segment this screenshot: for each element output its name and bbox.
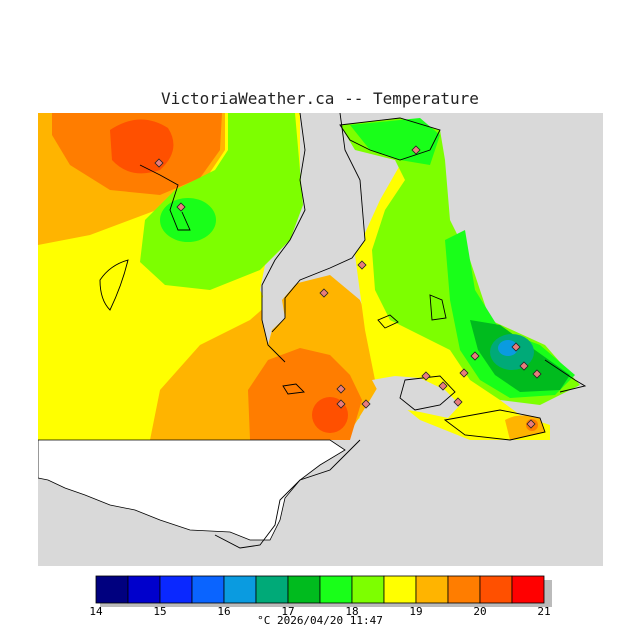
station-marker[interactable] — [453, 397, 463, 407]
legend-swatch — [223, 575, 257, 604]
strait-water — [262, 113, 365, 345]
legend-swatch — [479, 575, 513, 604]
legend-swatch — [255, 575, 289, 604]
legend-swatch — [351, 575, 385, 604]
map-title: VictoriaWeather.ca -- Temperature — [161, 89, 479, 108]
station-marker[interactable] — [532, 369, 542, 379]
legend-swatch — [191, 575, 225, 604]
legend-tick-label: 18 — [345, 605, 358, 618]
station-marker[interactable] — [336, 384, 346, 394]
legend-swatch — [511, 575, 545, 604]
legend-swatch — [415, 575, 449, 604]
field-lightgreen-west — [140, 113, 303, 290]
legend-swatch — [159, 575, 193, 604]
legend-swatch — [383, 575, 417, 604]
station-marker[interactable] — [154, 158, 164, 168]
legend-tick-label: 19 — [409, 605, 422, 618]
station-marker[interactable] — [176, 202, 186, 212]
legend-swatch — [127, 575, 161, 604]
temperature-field — [38, 113, 580, 541]
station-marker[interactable] — [357, 260, 367, 270]
legend-swatch — [447, 575, 481, 604]
legend-swatch — [95, 575, 129, 604]
station-marker[interactable] — [411, 145, 421, 155]
field-green-east-north — [350, 118, 440, 165]
field-blue-east — [498, 340, 518, 356]
field-green-west — [160, 198, 216, 242]
legend-swatch — [287, 575, 321, 604]
station-marker[interactable] — [438, 381, 448, 391]
legend-tick-label: 16 — [217, 605, 230, 618]
south-landmass — [38, 439, 346, 541]
legend-tick-label: 20 — [473, 605, 486, 618]
station-marker[interactable] — [526, 419, 536, 429]
legend-caption: °C 2026/04/20 11:47 — [257, 614, 383, 627]
legend-tick-label: 21 — [537, 605, 550, 618]
strait-water-2 — [372, 376, 460, 418]
station-marker[interactable] — [361, 399, 371, 409]
station-marker[interactable] — [421, 371, 431, 381]
station-marker[interactable] — [336, 399, 346, 409]
station-marker[interactable] — [319, 288, 329, 298]
station-marker[interactable] — [511, 342, 521, 352]
station-markers — [154, 145, 542, 429]
legend-swatch — [319, 575, 353, 604]
station-marker[interactable] — [459, 368, 469, 378]
station-marker[interactable] — [519, 361, 529, 371]
field-red-nw — [110, 119, 174, 174]
coastlines — [99, 113, 587, 549]
legend-tick-label: 15 — [153, 605, 166, 618]
color-legend: 14 15 16 17 18 19 20 21 — [89, 575, 552, 618]
station-marker[interactable] — [470, 351, 480, 361]
legend-tick-label: 17 — [281, 605, 294, 618]
legend-tick-label: 14 — [89, 605, 103, 618]
